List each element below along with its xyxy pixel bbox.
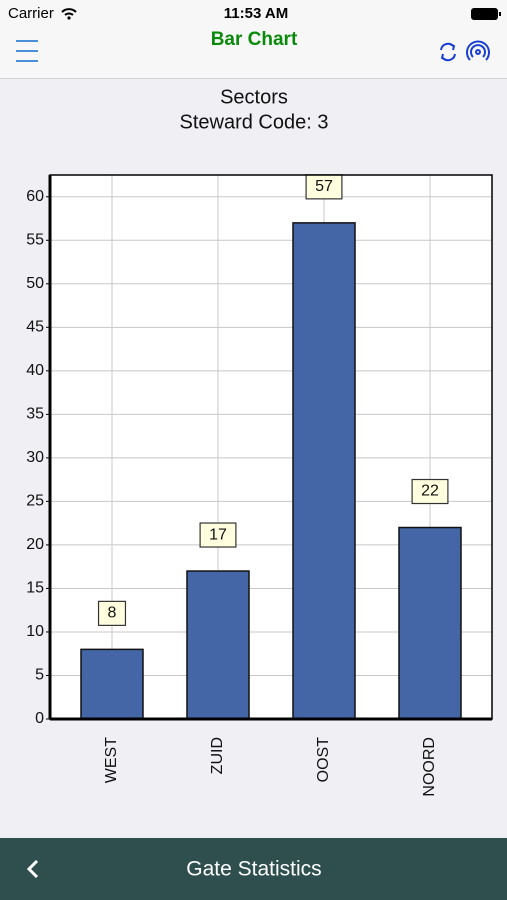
wifi-dot [67, 16, 71, 20]
wifi-icon [61, 8, 77, 16]
data-label-box [199, 522, 237, 548]
bar [292, 222, 356, 720]
data-label: 8 [108, 605, 117, 622]
battery [471, 8, 498, 20]
data-label: 57 [315, 178, 333, 195]
battery-tip [499, 12, 501, 16]
data-label-box [411, 478, 449, 505]
footer [0, 838, 507, 900]
y-tick-label: 30 [26, 449, 44, 466]
x-tick-label: ZUID [209, 737, 226, 774]
data-label-box [97, 600, 127, 626]
y-tick-label: 5 [35, 667, 44, 684]
plot: 0 5 10 15 20 25 30 35 40 45 50 55 60 WEST 8 ZUID 17 OOST 5… [26, 174, 493, 797]
back-button[interactable] [26, 859, 39, 879]
carrier: Carrier [8, 5, 54, 22]
y-tick-label: 0 [35, 710, 44, 727]
bar [80, 648, 144, 720]
footer-title: Gate Statistics [186, 858, 321, 881]
x-tick-label: OOST [315, 737, 332, 783]
nav-title: Bar Chart [211, 29, 298, 50]
x-tick-label: WEST [103, 737, 120, 783]
y-tick-label: 50 [26, 275, 44, 292]
y-tick-label: 55 [26, 231, 44, 248]
menu-button[interactable] [16, 40, 38, 62]
refresh-button[interactable] [440, 42, 456, 62]
y-tick-label: 20 [26, 536, 44, 553]
data-label: 22 [421, 483, 439, 500]
y-tick-label: 25 [26, 493, 44, 510]
chart-title: Sectors [220, 86, 288, 108]
y-tick-label: 40 [26, 362, 44, 379]
y-tick-label: 60 [26, 188, 44, 205]
clock: 11:53 AM [224, 5, 288, 22]
x-tick-label: NOORD [421, 737, 438, 797]
chart-subtitle: Steward Code: 3 [180, 111, 329, 133]
y-tick-label: 35 [26, 406, 44, 423]
y-tick-label: 10 [26, 623, 44, 640]
broadcast-button[interactable] [466, 40, 490, 61]
bar [186, 570, 250, 720]
bar [398, 526, 462, 720]
y-tick-label: 45 [26, 319, 44, 336]
y-tick-label: 15 [26, 580, 44, 597]
data-label: 17 [209, 526, 227, 543]
header [0, 0, 507, 78]
